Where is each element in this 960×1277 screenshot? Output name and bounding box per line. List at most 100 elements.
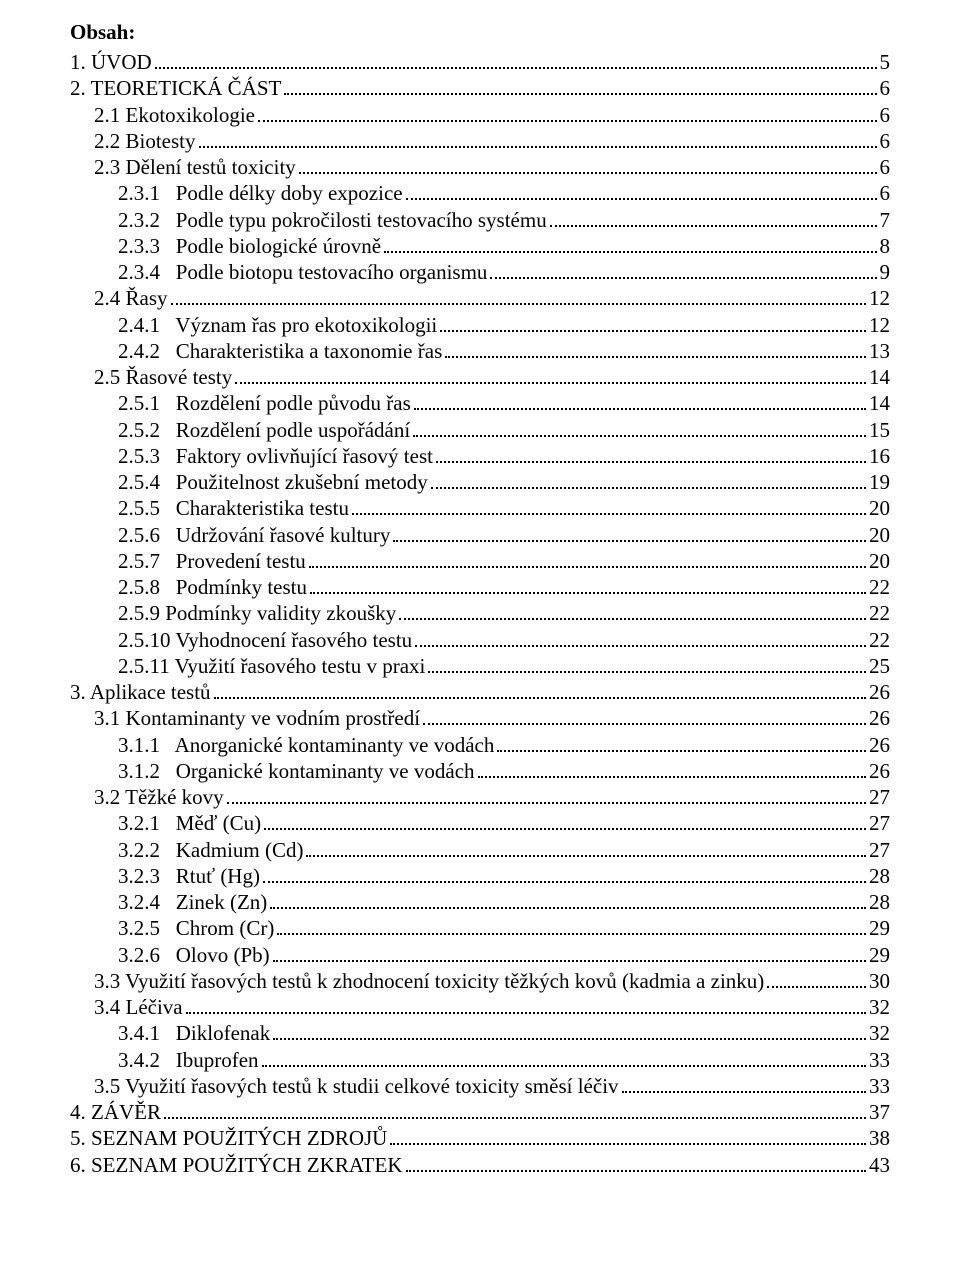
toc-dots (415, 631, 866, 647)
toc-entry-label: 2.3.1 Podle délky doby expozice (118, 180, 403, 206)
toc-entry: 2.3 Dělení testů toxicity6 (70, 154, 890, 180)
toc-entry: 3.1.1 Anorganické kontaminanty ve vodách… (70, 732, 890, 758)
toc-entry: 2.5.5 Charakteristika testu 20 (70, 495, 890, 521)
toc-entry-label: 3.5 Využití řasových testů k studii celk… (94, 1073, 619, 1099)
document-page: Obsah: 1. ÚVOD52. TEORETICKÁ ČÁST62.1 Ek… (0, 0, 960, 1277)
toc-entry-label: 3.1.2 Organické kontaminanty ve vodách (118, 758, 475, 784)
toc-dots (414, 395, 866, 411)
toc-entry-page: 20 (869, 548, 890, 574)
toc-entry-page: 22 (869, 574, 890, 600)
toc-dots (270, 893, 866, 909)
toc-entry-label: 3.2.6 Olovo (Pb) (118, 942, 270, 968)
toc-entry-label: 2.5.5 Charakteristika testu (118, 495, 349, 521)
toc-entry-page: 22 (869, 600, 890, 626)
toc-entry: 2.5.6 Udržování řasové kultury 20 (70, 522, 890, 548)
toc-entry-page: 6 (880, 180, 891, 206)
toc-dots (393, 526, 866, 542)
toc-dots (399, 605, 866, 621)
toc-entry: 2.3.3 Podle biologické úrovně 8 (70, 233, 890, 259)
toc-entry-page: 6 (880, 75, 891, 101)
toc-entry-page: 27 (869, 837, 890, 863)
toc-entry-page: 12 (869, 312, 890, 338)
toc-entry: 2.4.2 Charakteristika a taxonomie řas 13 (70, 338, 890, 364)
toc-dots (309, 552, 866, 568)
toc-entry: 4. ZÁVĚR37 (70, 1099, 890, 1125)
toc-entry-label: 2.5 Řasové testy (94, 364, 232, 390)
toc-entry: 3.2.6 Olovo (Pb) 29 (70, 942, 890, 968)
toc-entry-page: 33 (869, 1047, 890, 1073)
toc-entry-label: 2.4.1 Význam řas pro ekotoxikologii (118, 312, 437, 338)
toc-entry: 3.2.1 Měď (Cu) 27 (70, 810, 890, 836)
toc-entry-page: 6 (880, 102, 891, 128)
toc-entry-label: 2.3.3 Podle biologické úrovně (118, 233, 381, 259)
toc-entry: 2.5.7 Provedení testu20 (70, 548, 890, 574)
toc-dots (406, 185, 877, 201)
toc-entry-page: 28 (869, 889, 890, 915)
toc-entry: 2.5.2 Rozdělení podle uspořádání15 (70, 417, 890, 443)
toc-entry-label: 2.3.2 Podle typu pokročilosti testovacíh… (118, 207, 547, 233)
toc-entry-label: 5. SEZNAM POUŽITÝCH ZDROJŮ (70, 1125, 387, 1151)
toc-entry: 3.1.2 Organické kontaminanty ve vodách 26 (70, 758, 890, 784)
toc-entry-page: 26 (869, 705, 890, 731)
toc-entry-page: 15 (869, 417, 890, 443)
toc-entry-page: 29 (869, 942, 890, 968)
toc-entry-label: 2.4.2 Charakteristika a taxonomie řas (118, 338, 442, 364)
toc-entry-label: 3. Aplikace testů (70, 679, 211, 705)
toc-dots (214, 683, 866, 699)
toc-entry-label: 2.5.6 Udržování řasové kultury (118, 522, 390, 548)
toc-dots (428, 657, 866, 673)
toc-entry-page: 6 (880, 128, 891, 154)
toc-entry-page: 26 (869, 758, 890, 784)
toc-dots (490, 263, 876, 279)
toc-entry: 3.3 Využití řasových testů k zhodnocení … (70, 968, 890, 994)
toc-entry: 3.2.4 Zinek (Zn)28 (70, 889, 890, 915)
toc-entry-label: 2.5.9 Podmínky validity zkoušky (118, 600, 396, 626)
toc-dots (478, 762, 866, 778)
toc-dots (550, 211, 877, 227)
toc-entry-page: 8 (880, 233, 891, 259)
toc-entry-label: 3.2.1 Měď (Cu) (118, 810, 261, 836)
toc-dots (406, 1156, 867, 1172)
toc-entry: 2.2 Biotesty6 (70, 128, 890, 154)
toc-dots (164, 1103, 866, 1119)
toc-dots (306, 841, 866, 857)
toc-entry-page: 30 (869, 968, 890, 994)
toc-entry-page: 14 (869, 364, 890, 390)
toc-dots (263, 867, 866, 883)
toc-entry-label: 1. ÚVOD (70, 49, 152, 75)
toc-entry-page: 27 (869, 810, 890, 836)
toc-entry-page: 26 (869, 679, 890, 705)
toc-entry-label: 4. ZÁVĚR (70, 1099, 161, 1125)
toc-entry: 3.2 Těžké kovy27 (70, 784, 890, 810)
toc-entry-label: 2.5.1 Rozdělení podle původu řas (118, 390, 411, 416)
toc-entry-page: 13 (869, 338, 890, 364)
toc-entry-page: 20 (869, 522, 890, 548)
toc-entry-page: 9 (880, 259, 891, 285)
toc-entry-label: 2.1 Ekotoxikologie (94, 102, 255, 128)
toc-entry-page: 12 (869, 285, 890, 311)
toc-entry-page: 16 (869, 443, 890, 469)
toc-entry: 2.5 Řasové testy 14 (70, 364, 890, 390)
toc-entry: 2.4.1 Význam řas pro ekotoxikologii 12 (70, 312, 890, 338)
toc-entry-page: 26 (869, 732, 890, 758)
toc-dots (155, 53, 877, 69)
toc-dots (440, 316, 866, 332)
toc-entry-page: 28 (869, 863, 890, 889)
toc-dots (497, 736, 866, 752)
toc-heading: Obsah: (70, 20, 890, 45)
toc-entry-label: 2.5.3 Faktory ovlivňující řasový test (118, 443, 433, 469)
toc-dots (273, 1025, 866, 1041)
toc-dots (186, 998, 866, 1014)
toc-entry-label: 3.2 Těžké kovy (94, 784, 224, 810)
toc-container: 1. ÚVOD52. TEORETICKÁ ČÁST62.1 Ekotoxiko… (70, 49, 890, 1178)
toc-entry: 2.3.2 Podle typu pokročilosti testovacíh… (70, 207, 890, 233)
toc-entry-page: 5 (880, 49, 891, 75)
toc-entry-page: 7 (880, 207, 891, 233)
toc-entry-page: 22 (869, 627, 890, 653)
toc-dots (622, 1077, 866, 1093)
toc-entry: 3.5 Využití řasových testů k studii celk… (70, 1073, 890, 1099)
toc-dots (413, 421, 866, 437)
toc-entry-page: 20 (869, 495, 890, 521)
toc-entry-label: 2.5.10 Vyhodnocení řasového testu (118, 627, 412, 653)
toc-entry: 3.2.3 Rtuť (Hg)28 (70, 863, 890, 889)
